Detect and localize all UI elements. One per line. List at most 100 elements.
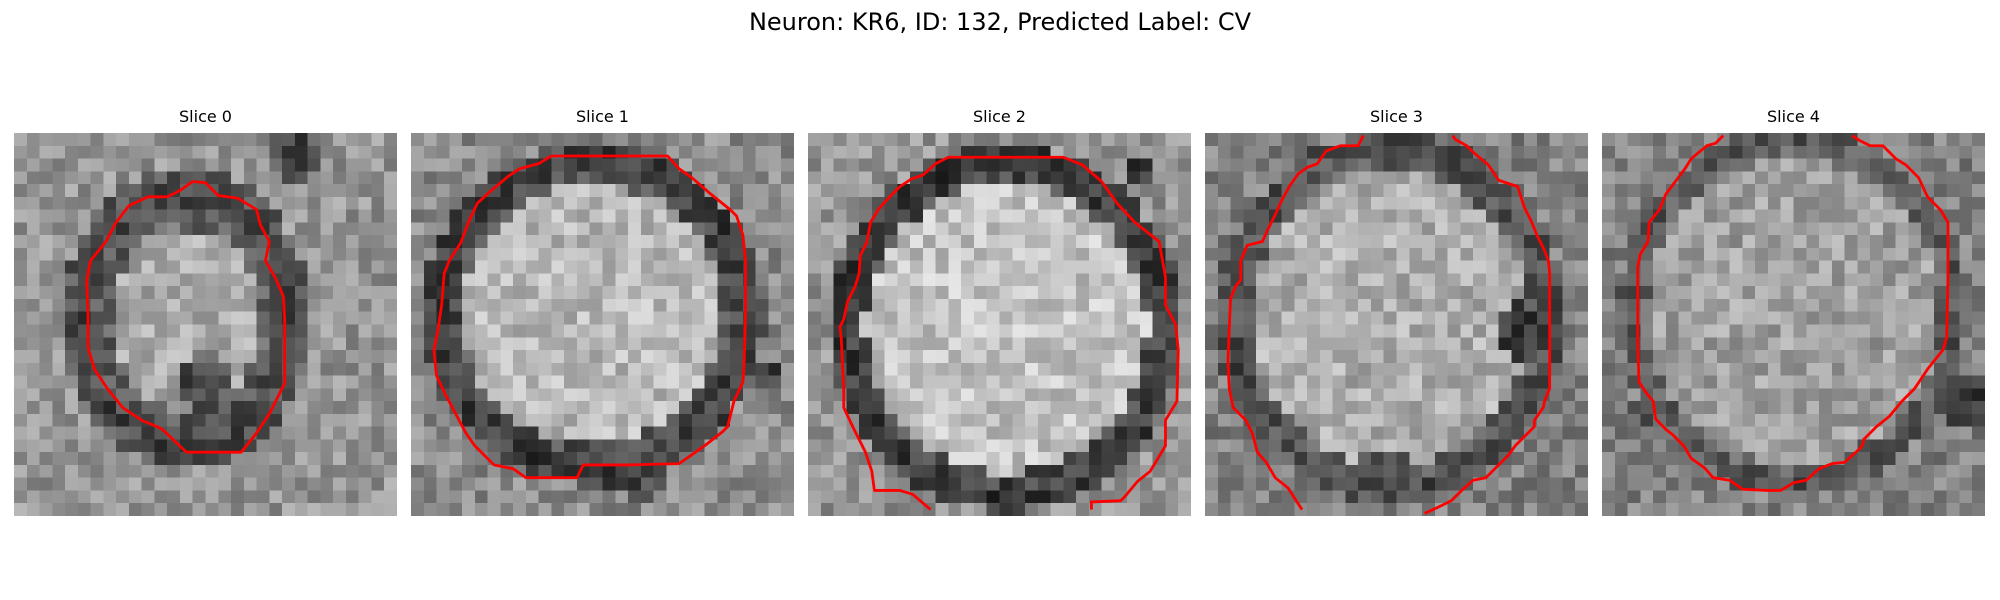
- pixel: [1139, 375, 1153, 389]
- pixel: [961, 286, 975, 300]
- pixel: [1319, 311, 1333, 325]
- pixel: [615, 426, 629, 440]
- pixel: [333, 426, 347, 440]
- pixel: [859, 362, 873, 376]
- pixel: [846, 324, 860, 338]
- pixel: [628, 490, 642, 504]
- pixel: [1793, 490, 1807, 504]
- pixel: [1485, 413, 1499, 427]
- pixel: [1882, 388, 1896, 402]
- pixel: [1332, 298, 1346, 312]
- pixel: [1088, 452, 1102, 466]
- pixel: [179, 298, 193, 312]
- pixel: [1729, 133, 1743, 147]
- pixel: [1665, 298, 1679, 312]
- pixel: [1127, 145, 1141, 159]
- pixel: [1691, 133, 1705, 147]
- pixel: [333, 375, 347, 389]
- pixel: [742, 452, 756, 466]
- pixel: [1627, 133, 1641, 147]
- pixel: [1294, 273, 1308, 287]
- pixel: [77, 388, 91, 402]
- pixel: [14, 222, 28, 236]
- pixel: [141, 273, 155, 287]
- pixel: [1691, 490, 1705, 504]
- pixel: [1729, 375, 1743, 389]
- pixel: [1319, 337, 1333, 351]
- pixel: [1908, 171, 1922, 185]
- pixel: [474, 260, 488, 274]
- pixel: [1294, 413, 1308, 427]
- pixel: [1691, 413, 1705, 427]
- pixel: [384, 439, 397, 453]
- pixel: [269, 158, 283, 172]
- pixel: [1767, 298, 1781, 312]
- pixel: [26, 311, 40, 325]
- pixel: [576, 196, 590, 210]
- pixel: [423, 439, 437, 453]
- pixel: [910, 260, 924, 274]
- pixel: [90, 490, 104, 504]
- pixel: [39, 171, 53, 185]
- pixel: [615, 184, 629, 198]
- pixel: [1536, 196, 1550, 210]
- pixel: [1139, 298, 1153, 312]
- pixel: [371, 222, 385, 236]
- pixel: [423, 311, 437, 325]
- pixel: [1307, 401, 1321, 415]
- pixel: [1614, 324, 1628, 338]
- pixel: [820, 362, 834, 376]
- pixel: [1037, 273, 1051, 287]
- pixel: [320, 209, 334, 223]
- pixel: [679, 490, 693, 504]
- pixel: [615, 337, 629, 351]
- pixel: [704, 158, 718, 172]
- pixel: [884, 362, 898, 376]
- pixel: [65, 388, 79, 402]
- pixel: [65, 273, 79, 287]
- slice-pixels-0: [14, 133, 397, 516]
- pixel: [1627, 158, 1641, 172]
- pixel: [1755, 286, 1769, 300]
- pixel: [218, 490, 232, 504]
- pixel: [679, 158, 693, 172]
- pixel: [513, 298, 527, 312]
- pixel: [1307, 426, 1321, 440]
- pixel: [333, 235, 347, 249]
- pixel: [589, 464, 603, 478]
- pixel: [1716, 222, 1730, 236]
- pixel: [808, 260, 822, 274]
- pixel: [1921, 464, 1935, 478]
- pixel: [333, 337, 347, 351]
- pixel: [1230, 222, 1244, 236]
- pixel: [1281, 133, 1295, 147]
- pixel: [1165, 350, 1179, 364]
- pixel: [1882, 350, 1896, 364]
- pixel: [358, 184, 372, 198]
- pixel: [871, 184, 885, 198]
- pixel: [730, 311, 744, 325]
- pixel: [1908, 260, 1922, 274]
- pixel: [1908, 273, 1922, 287]
- pixel: [679, 362, 693, 376]
- pixel: [269, 426, 283, 440]
- pixel: [1473, 171, 1487, 185]
- pixel: [742, 388, 756, 402]
- pixel: [1101, 362, 1115, 376]
- pixel: [462, 273, 476, 287]
- pixel: [1614, 145, 1628, 159]
- pixel: [910, 324, 924, 338]
- pixel: [1498, 247, 1512, 261]
- pixel: [1256, 503, 1270, 516]
- pixel: [1139, 222, 1153, 236]
- pixel: [371, 311, 385, 325]
- pixel: [449, 133, 463, 147]
- pixel: [1755, 413, 1769, 427]
- pixel: [1498, 464, 1512, 478]
- pixel: [65, 184, 79, 198]
- pixel: [871, 133, 885, 147]
- pixel: [462, 375, 476, 389]
- pixel: [358, 503, 372, 516]
- pixel: [205, 490, 219, 504]
- pixel: [1101, 209, 1115, 223]
